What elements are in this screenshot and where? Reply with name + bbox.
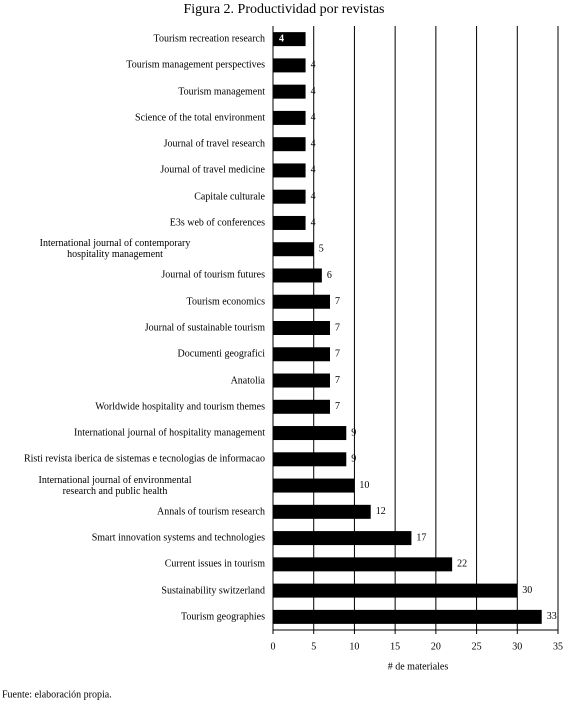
y-tick-label: Journal of tourism futures [161, 269, 265, 281]
y-tick-label: Anatolia [230, 375, 265, 387]
y-tick-label: Tourism management [178, 86, 265, 98]
x-tick-label: 10 [349, 641, 359, 652]
y-tick-label: Documenti geografici [177, 348, 265, 360]
value-label: 9 [351, 427, 356, 438]
bar [273, 189, 306, 204]
value-label: 4 [311, 112, 316, 123]
source-note: Fuente: elaboración propia. [2, 689, 112, 700]
y-tick-label: Smart innovation systems and technologie… [91, 532, 265, 544]
value-label: 17 [416, 532, 426, 543]
bar [273, 321, 330, 335]
value-label: 6 [327, 270, 332, 281]
y-tick-label: E3s web of conferences [169, 217, 265, 229]
bar [273, 426, 347, 441]
y-tick-label: Journal of travel research [163, 138, 265, 150]
value-label: 4 [311, 86, 316, 97]
x-axis-title: # de materiales [388, 661, 449, 672]
bar [273, 609, 542, 624]
value-label: 4 [311, 191, 316, 202]
value-label: 7 [335, 296, 340, 307]
bar [273, 137, 306, 152]
value-label: 30 [522, 585, 532, 596]
bar [273, 242, 314, 257]
y-tick-label: Tourism economics [186, 296, 265, 308]
bar [273, 32, 306, 47]
value-label: 7 [335, 322, 340, 333]
value-label: 9 [351, 454, 356, 465]
bar [273, 347, 330, 362]
x-tick-label: 35 [553, 641, 563, 652]
value-label: 4 [279, 33, 284, 44]
x-tick-label: 0 [271, 641, 276, 652]
value-label: 4 [311, 138, 316, 149]
bar [273, 373, 330, 388]
value-label: 12 [376, 506, 386, 517]
y-tick-label: Worldwide hospitality and tourism themes [95, 401, 265, 413]
bar [273, 452, 347, 467]
value-label: 4 [311, 165, 316, 176]
value-label: 5 [319, 244, 324, 255]
value-label: 7 [335, 349, 340, 360]
y-tick-label: Tourism management perspectives [126, 59, 265, 71]
bar [273, 557, 453, 572]
y-tick-label: Risti revista iberica de sistemas e tecn… [23, 453, 265, 465]
value-label: 4 [311, 60, 316, 71]
value-label: 4 [311, 217, 316, 228]
x-tick-label: 15 [390, 641, 400, 652]
bar [273, 163, 306, 178]
y-tick-label: International journal of contemporary ho… [39, 238, 191, 261]
y-tick-label: International journal of environmental r… [38, 474, 192, 497]
y-tick-label: Journal of travel medicine [160, 164, 265, 176]
bar [273, 504, 371, 519]
y-tick-label: Sustainability switzerland [161, 585, 265, 597]
x-tick-label: 5 [311, 641, 316, 652]
y-tick-label: Science of the total environment [135, 112, 265, 124]
x-tick-label: 30 [512, 641, 522, 652]
bar [273, 294, 330, 309]
value-label: 33 [547, 611, 557, 622]
bar [273, 399, 330, 414]
bar [273, 84, 306, 99]
value-label: 7 [335, 375, 340, 386]
bar [273, 110, 306, 125]
x-tick-label: 25 [472, 641, 482, 652]
bar [273, 583, 518, 598]
value-label: 10 [359, 480, 369, 491]
x-tick-label: 20 [431, 641, 441, 652]
bar [273, 215, 306, 230]
y-tick-label: Current issues in tourism [164, 558, 265, 570]
bar [273, 58, 306, 73]
y-tick-label: Capitale culturale [194, 191, 265, 203]
y-tick-label: Tourism recreation research [153, 33, 265, 45]
y-tick-label: Tourism geographies [180, 611, 265, 623]
value-label: 22 [457, 559, 467, 570]
bar [273, 268, 322, 283]
y-tick-label: Annals of tourism research [156, 506, 265, 518]
y-tick-label: Journal of sustainable tourism [144, 322, 265, 334]
bar [273, 478, 355, 493]
y-tick-label: International journal of hospitality man… [73, 427, 265, 439]
chart-title: Figura 2. Productividad por revistas [183, 2, 384, 17]
bar [273, 531, 412, 546]
value-label: 7 [335, 401, 340, 412]
